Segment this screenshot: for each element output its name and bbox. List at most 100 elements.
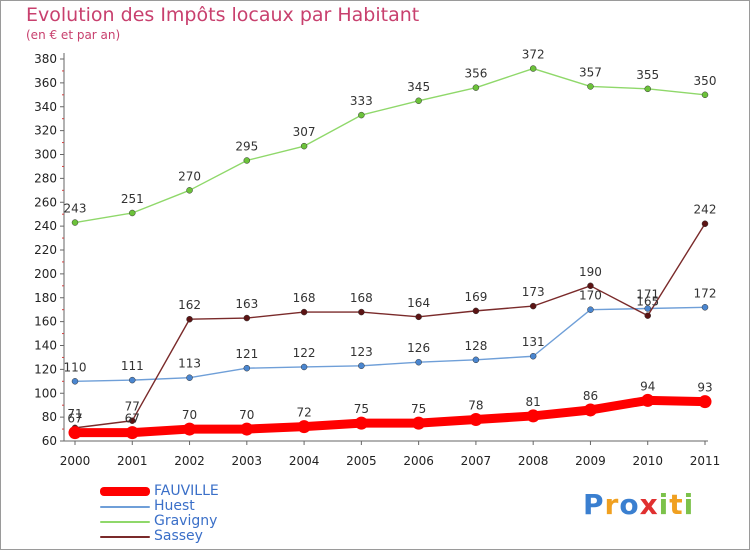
y-tick-label: 180	[34, 291, 57, 305]
legend-item-huest: Huest	[100, 499, 219, 514]
data-point-huest	[644, 305, 651, 312]
data-label-gravigny: 295	[235, 139, 258, 153]
data-point-huest	[415, 358, 422, 366]
data-label-gravigny: 372	[522, 48, 545, 62]
data-label-huest: 128	[464, 339, 487, 353]
data-label-huest: 110	[64, 360, 87, 374]
data-point-sassey	[701, 220, 709, 227]
data-point-sassey	[129, 417, 136, 424]
data-point-huest	[472, 356, 480, 364]
data-label-gravigny: 243	[64, 202, 87, 216]
data-point-gravigny	[129, 209, 136, 217]
x-tick-label: 2008	[518, 454, 549, 468]
y-tick-label: 340	[34, 100, 57, 114]
y-tick-label: 120	[34, 362, 57, 376]
series-line-huest	[74, 306, 706, 383]
legend-label: Sassey	[154, 528, 203, 544]
data-label-fauville: 72	[296, 406, 311, 420]
data-label-huest: 123	[350, 345, 373, 359]
data-label-huest: 172	[694, 286, 717, 300]
y-tick-label: 220	[34, 243, 57, 257]
data-point-fauville	[469, 413, 483, 427]
data-label-gravigny: 333	[350, 94, 373, 108]
data-label-huest: 131	[522, 335, 545, 349]
x-tick-label: 2005	[346, 454, 377, 468]
data-point-gravigny	[529, 65, 537, 72]
y-tick-label: 280	[34, 171, 57, 185]
legend-item-sassey: Sassey	[100, 529, 219, 544]
y-tick-label: 80	[42, 410, 57, 424]
data-point-sassey	[472, 307, 480, 315]
data-point-gravigny	[415, 97, 422, 105]
x-tick-label: 2007	[461, 454, 492, 468]
data-label-huest: 170	[579, 289, 602, 303]
data-point-huest	[129, 376, 136, 384]
data-label-huest: 171	[636, 287, 659, 301]
data-point-huest	[529, 352, 537, 360]
data-point-gravigny	[186, 187, 193, 194]
x-tick-label: 2006	[403, 454, 434, 468]
data-point-gravigny	[587, 83, 594, 90]
data-label-fauville: 75	[354, 402, 369, 416]
y-tick-label: 360	[34, 76, 57, 90]
data-point-huest	[358, 362, 365, 370]
x-tick-label: 2002	[174, 454, 205, 468]
data-point-sassey	[529, 302, 537, 310]
data-label-huest: 122	[293, 346, 316, 360]
data-point-gravigny	[701, 91, 709, 99]
data-point-huest	[186, 374, 193, 381]
legend-swatch	[100, 520, 150, 523]
data-label-sassey: 162	[178, 298, 201, 312]
data-point-gravigny	[300, 142, 308, 150]
data-label-fauville: 86	[583, 389, 598, 403]
x-tick-label: 2011	[690, 454, 721, 468]
proxiti-logo: Proxiti	[583, 488, 695, 521]
data-label-gravigny: 251	[121, 192, 144, 206]
data-label-sassey: 71	[67, 407, 82, 421]
x-tick-label: 2000	[60, 454, 91, 468]
data-label-huest: 126	[407, 341, 430, 355]
data-point-gravigny	[644, 85, 651, 93]
data-label-huest: 111	[121, 359, 144, 373]
legend-swatch	[100, 505, 150, 508]
y-tick-label: 380	[34, 52, 57, 66]
data-label-gravigny: 350	[694, 74, 717, 88]
chart-title: Evolution des Impôts locaux par Habitant	[26, 4, 420, 26]
data-point-gravigny	[71, 219, 79, 226]
data-label-gravigny: 270	[178, 169, 201, 183]
data-label-sassey: 173	[522, 285, 545, 299]
data-point-fauville	[583, 403, 597, 417]
data-point-sassey	[186, 315, 193, 323]
data-point-sassey	[358, 308, 365, 316]
data-point-huest	[243, 364, 251, 372]
chart-subtitle: (en € et par an)	[26, 28, 121, 42]
y-tick-label: 60	[42, 434, 57, 448]
data-label-sassey: 163	[235, 297, 258, 311]
data-point-huest	[701, 304, 709, 311]
data-point-fauville	[183, 422, 197, 436]
data-point-gravigny	[243, 157, 251, 164]
data-label-fauville: 75	[411, 402, 426, 416]
data-point-sassey	[587, 282, 594, 290]
legend: FAUVILLE Huest Gravigny Sassey	[100, 484, 219, 544]
data-label-gravigny: 345	[407, 80, 430, 94]
data-label-sassey: 242	[694, 203, 717, 217]
y-tick-label: 300	[34, 148, 57, 162]
data-point-fauville	[698, 395, 712, 409]
series-line-fauville	[70, 395, 710, 438]
data-point-gravigny	[358, 111, 365, 119]
data-label-fauville: 70	[182, 408, 197, 422]
x-tick-label: 2009	[575, 454, 606, 468]
data-point-sassey	[300, 308, 308, 316]
data-label-gravigny: 357	[579, 65, 602, 79]
data-label-sassey: 164	[407, 296, 430, 310]
data-label-fauville: 81	[526, 395, 541, 409]
data-point-sassey	[415, 313, 422, 321]
data-point-fauville	[526, 409, 540, 423]
y-tick-label: 260	[34, 195, 57, 209]
data-point-huest	[587, 306, 594, 313]
y-tick-label: 200	[34, 267, 57, 281]
data-point-fauville	[68, 426, 82, 440]
